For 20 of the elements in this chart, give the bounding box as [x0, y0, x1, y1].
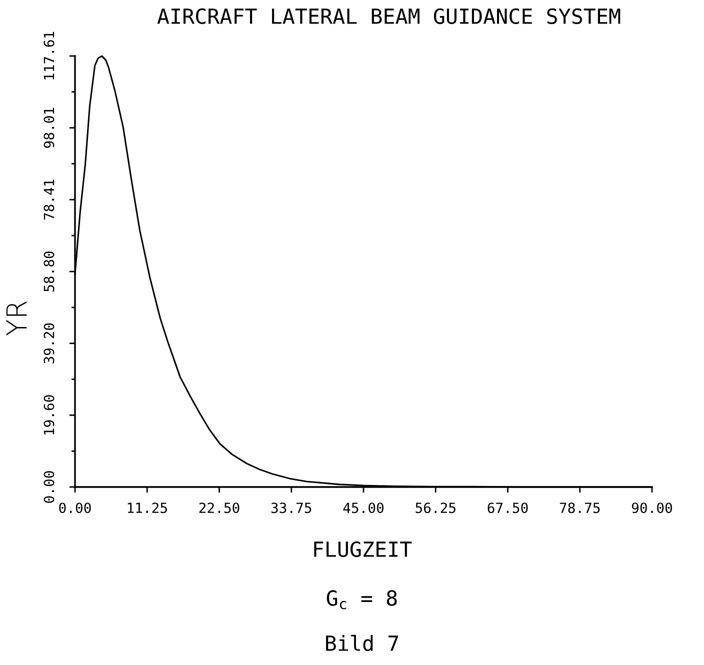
x-axis-title: FLUGZEIT: [314, 541, 412, 558]
x-tick-label: 78.75: [560, 502, 600, 514]
y-tick-label: 117.61: [44, 32, 54, 80]
x-tick-label: 22.50: [199, 502, 240, 514]
x-tick-label: 90.00: [632, 502, 672, 514]
y-tick-label: 58.80: [44, 252, 54, 292]
x-tick-label: 11.25: [128, 502, 167, 514]
x-tick-label: 56.25: [416, 502, 456, 514]
y-tick-label: 19.60: [44, 395, 54, 434]
x-tick-label: 67.50: [488, 502, 528, 514]
y-axis-title: YR: [6, 301, 27, 336]
y-tick-label: 78.41: [44, 180, 54, 220]
text: Bild 7: [326, 634, 398, 652]
x-tick-label: 0.00: [59, 502, 91, 514]
x-tick-label: 45.00: [343, 502, 384, 514]
y-tick-label: 39.20: [44, 323, 54, 364]
x-tick-label: 33.75: [271, 502, 312, 514]
y-tick-label: 98.01: [44, 108, 54, 148]
chart-title: AIRCRAFT LATERAL BEAM GUIDANCE SYSTEM: [157, 8, 620, 24]
text: G$_{c}$ = 8: [326, 590, 397, 610]
